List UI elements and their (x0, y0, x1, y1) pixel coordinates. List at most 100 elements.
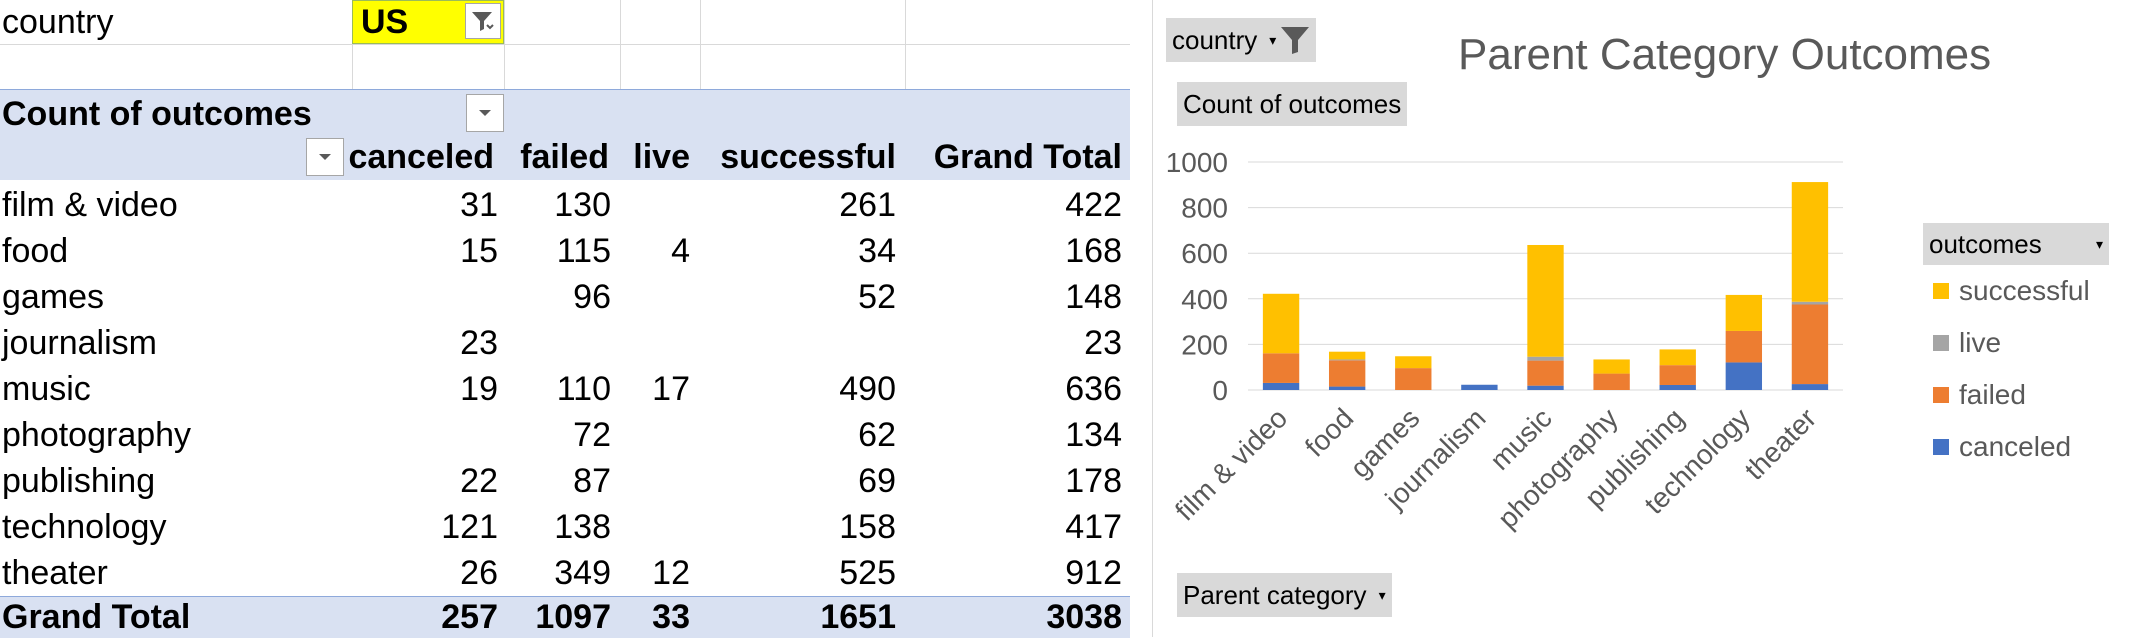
cell-successful: 525 (839, 554, 896, 592)
cell-canceled: 23 (460, 324, 498, 362)
cell-successful: 261 (839, 186, 896, 224)
cell-successful: 52 (858, 278, 896, 316)
x-tick-label: food (1299, 402, 1359, 462)
report-filter-label: country (2, 3, 114, 41)
legend-swatch (1933, 335, 1949, 351)
chart-values-label: Count of outcomes (1183, 89, 1402, 119)
row-label: film & video (2, 186, 178, 224)
cell-successful: 34 (858, 232, 896, 270)
legend-swatch (1933, 387, 1949, 403)
cell-grand-total: 23 (1084, 324, 1122, 362)
legend-item-successful: successful (1933, 275, 2090, 307)
y-tick-label: 200 (1181, 329, 1228, 360)
bar-failed (1328, 360, 1366, 387)
bar-failed (1791, 304, 1829, 385)
pivot-header-band (0, 89, 1130, 180)
cell-grand-total: 422 (1065, 186, 1122, 224)
grand-total-live: 33 (652, 598, 690, 636)
cell-failed: 130 (554, 186, 611, 224)
bar-canceled (1791, 384, 1829, 390)
legend-label: successful (1959, 275, 2090, 306)
row-label: photography (2, 416, 192, 454)
x-tick-label: film & video (1169, 402, 1293, 526)
grand-total-failed: 1097 (535, 598, 611, 636)
cell-failed: 87 (573, 462, 611, 500)
cell-canceled: 19 (460, 370, 498, 408)
cell-grand-total: 636 (1065, 370, 1122, 408)
bar-successful (1527, 244, 1564, 357)
y-tick-label: 400 (1181, 284, 1228, 315)
bar-successful (1725, 294, 1763, 331)
chevron-down-icon: ▾ (1378, 587, 1386, 603)
cell-successful: 62 (858, 416, 896, 454)
cell-successful: 69 (858, 462, 896, 500)
chart-axis-button[interactable]: Parent category ▾ (1177, 573, 1392, 617)
bar-failed (1527, 360, 1564, 386)
x-tick-label: theater (1739, 402, 1823, 486)
chevron-down-icon: ▾ (1269, 32, 1277, 48)
row-label: music (2, 370, 91, 408)
chart-legend-button[interactable]: outcomes ▾ (1923, 223, 2109, 265)
bar-canceled (1328, 386, 1366, 390)
report-filter-value-cell[interactable]: US (352, 0, 504, 44)
funnel-icon (472, 12, 494, 31)
bar-canceled (1725, 362, 1763, 390)
y-tick-label: 800 (1181, 193, 1228, 224)
bar-live (1791, 301, 1829, 305)
values-dropdown-button[interactable] (466, 94, 504, 132)
column-header-canceled: canceled (348, 138, 494, 176)
chevron-down-icon: ▾ (2095, 236, 2103, 252)
pivot-values-label: Count of outcomes (2, 95, 312, 133)
bar-failed (1725, 330, 1763, 363)
cell-failed: 138 (554, 508, 611, 546)
chart-filter-button[interactable]: country ▾ (1166, 18, 1317, 62)
pivot-total-band (0, 596, 1130, 638)
row-label: journalism (2, 324, 157, 362)
report-filter-button[interactable] (465, 3, 501, 39)
legend-item-canceled: canceled (1933, 431, 2071, 463)
cell-canceled: 15 (460, 232, 498, 270)
cell-failed: 72 (573, 416, 611, 454)
bar-failed (1593, 373, 1630, 390)
bar-live (1527, 356, 1564, 361)
column-header-grand-total: Grand Total (933, 138, 1122, 176)
row-label: publishing (2, 462, 156, 500)
legend-label: live (1959, 327, 2002, 358)
bar-successful (1593, 359, 1630, 374)
cell-grand-total: 134 (1065, 416, 1122, 454)
y-tick-label: 1000 (1166, 147, 1228, 178)
cell-live: 17 (652, 370, 690, 408)
chart-title: Parent Category Outcomes (1458, 30, 1992, 79)
chart-values-button[interactable]: Count of outcomes (1177, 82, 1408, 126)
bar-canceled (1461, 384, 1498, 390)
bar-canceled (1527, 385, 1564, 390)
cell-failed: 115 (556, 232, 611, 270)
cell-canceled: 22 (460, 462, 498, 500)
column-header-failed: failed (520, 138, 609, 176)
cell-grand-total: 178 (1065, 462, 1122, 500)
legend-label: canceled (1959, 431, 2072, 462)
cell-grand-total: 168 (1065, 232, 1122, 270)
cell-failed: 96 (573, 278, 611, 316)
cell-live: 4 (671, 232, 690, 270)
chevron-down-icon (319, 154, 331, 160)
chart-legend-label: outcomes (1929, 229, 2042, 259)
row-label: technology (2, 508, 167, 546)
bar-canceled (1659, 384, 1696, 390)
legend-item-live: live (1933, 327, 2001, 359)
cell-grand-total: 417 (1065, 508, 1122, 546)
bar-failed (1262, 353, 1300, 383)
chart-axis-label: Parent category (1183, 580, 1367, 610)
row-labels-dropdown-button[interactable] (306, 138, 344, 176)
bar-live (1328, 359, 1366, 361)
bar-failed (1395, 368, 1432, 390)
cell-canceled: 26 (460, 554, 498, 592)
grand-total-label: Grand Total (2, 598, 191, 636)
bar-successful (1791, 182, 1829, 302)
pivot-chart[interactable]: country ▾ Parent Category Outcomes Count… (1152, 0, 2135, 637)
bar-successful (1659, 349, 1696, 366)
cell-canceled: 31 (460, 186, 498, 224)
chevron-down-icon (479, 110, 491, 116)
legend-swatch (1933, 439, 1949, 455)
